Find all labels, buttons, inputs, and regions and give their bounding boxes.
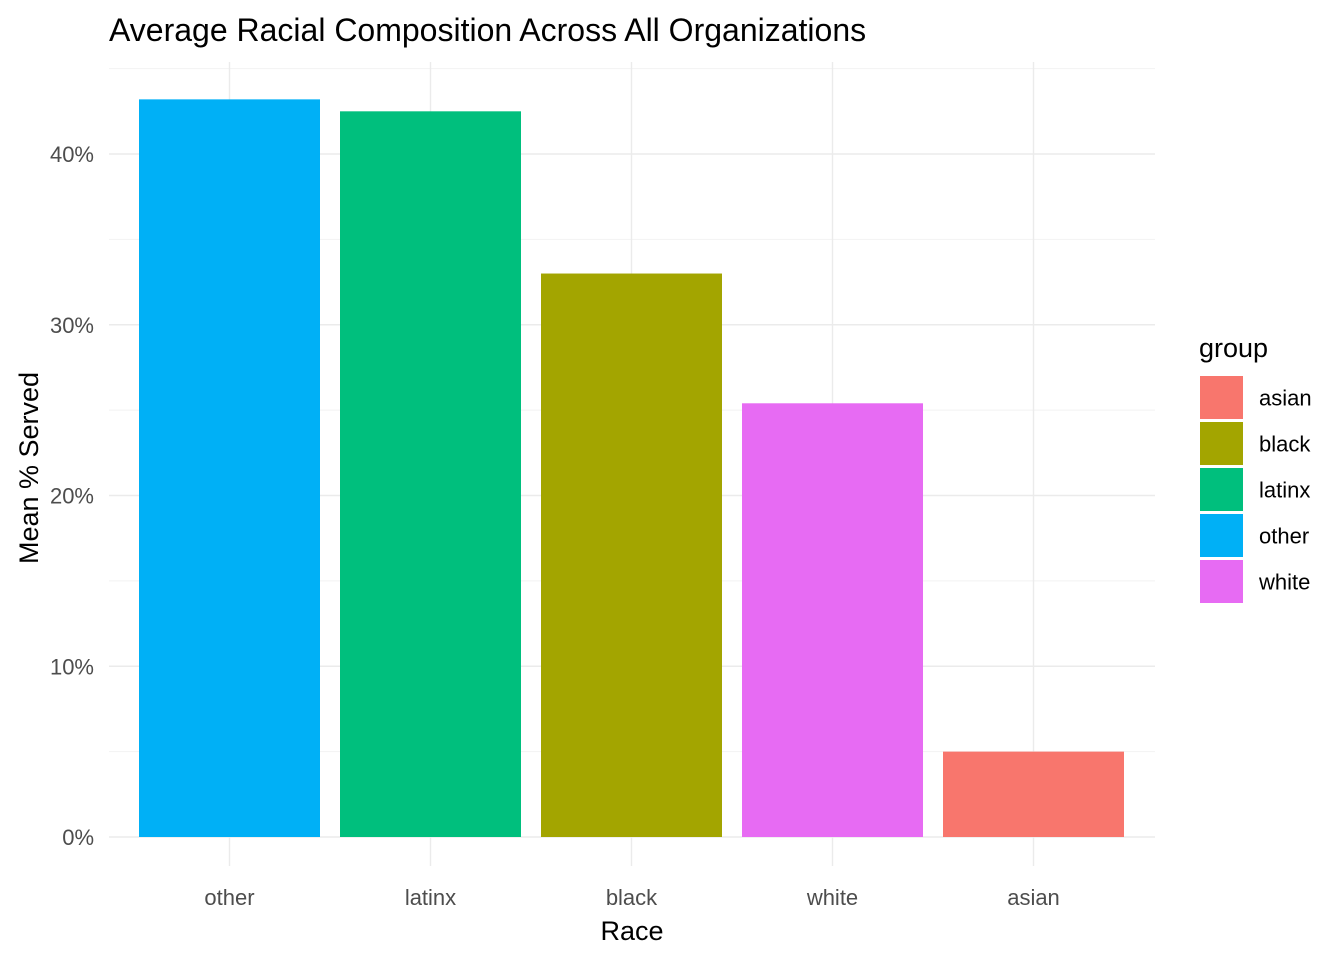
x-tick-label: asian [1007,885,1060,910]
x-tick-label: other [204,885,254,910]
legend-label-black: black [1259,432,1311,457]
y-tick-label: 20% [50,484,94,509]
bar-latinx [340,111,521,837]
legend-label-latinx: latinx [1259,478,1310,503]
x-tick-label: latinx [405,885,456,910]
legend-label-white: white [1258,570,1310,595]
y-tick-label: 40% [50,142,94,167]
x-axis-ticks: other latinx black white asian [204,885,1059,910]
legend-label-asian: asian [1259,386,1312,411]
bar-white [742,403,923,837]
x-axis-title: Race [600,916,663,946]
y-axis-ticks: 0% 10% 20% 30% 40% [50,142,94,850]
bar-other [139,99,320,838]
legend-title: group [1199,333,1268,363]
plot-panel [109,62,1155,866]
y-tick-label: 30% [50,313,94,338]
x-tick-label: white [806,885,858,910]
y-tick-label: 10% [50,654,94,679]
bar-black [541,273,722,837]
bar-asian [943,751,1124,837]
legend-key-white [1200,560,1243,603]
bars [139,99,1124,838]
legend-key-other [1200,514,1243,557]
x-tick-label: black [606,885,658,910]
legend-key-black [1200,422,1243,465]
legend-items: asian black latinx other white [1200,376,1312,603]
legend-key-asian [1200,376,1243,419]
y-tick-label: 0% [62,825,94,850]
legend-label-other: other [1259,524,1309,549]
y-axis-title: Mean % Served [14,372,44,564]
chart-title: Average Racial Composition Across All Or… [109,12,866,48]
legend-key-latinx [1200,468,1243,511]
legend: group asian black latinx other white [1199,333,1312,603]
